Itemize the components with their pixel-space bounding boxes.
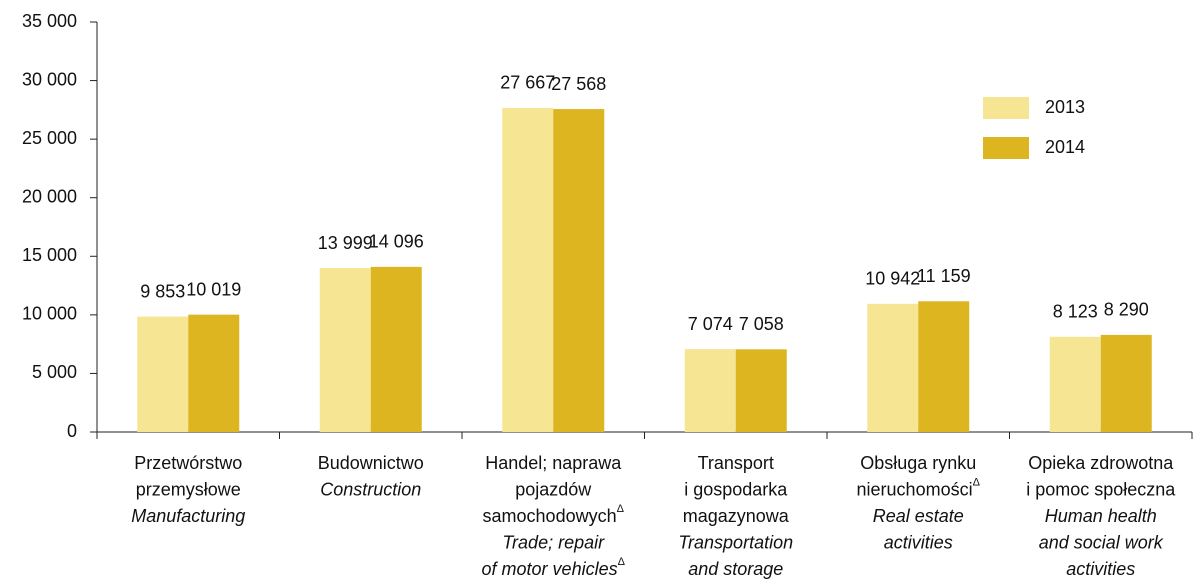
x-tick-label-text: samochodowych [483, 506, 617, 526]
x-tick-label: of motor vehiclesΔ [482, 556, 626, 579]
value-label: 27 568 [551, 74, 606, 94]
x-tick-label-text: Construction [320, 479, 421, 499]
y-tick-label: 35 000 [22, 11, 77, 31]
x-tick-label-text: Manufacturing [131, 506, 245, 526]
bar [370, 266, 422, 432]
x-tick-label: Construction [320, 479, 421, 499]
x-tick-label-text: activities [884, 532, 953, 552]
x-tick-label: activities [1066, 559, 1135, 579]
x-tick-label: Budownictwo [318, 453, 424, 473]
x-tick-label: magazynowa [683, 506, 790, 526]
value-label: 27 667 [500, 73, 555, 93]
x-tick-label-text: Obsługa rynku [860, 453, 976, 473]
legend-swatch [983, 137, 1029, 159]
x-tick-label-text: Transport [698, 453, 774, 473]
x-tick-label-text: Przetwórstwo [134, 453, 242, 473]
y-tick-label: 5 000 [32, 362, 77, 382]
y-tick-label: 15 000 [22, 245, 77, 265]
x-tick-label: Opieka zdrowotna [1028, 453, 1174, 473]
x-tick-label: activities [884, 532, 953, 552]
legend-swatch [983, 97, 1029, 119]
x-tick-label-text: pojazdów [515, 479, 592, 499]
x-tick-label-mark: Δ [973, 476, 981, 488]
x-tick-label-text: magazynowa [683, 506, 790, 526]
x-tick-label: pojazdów [515, 479, 592, 499]
y-tick-label: 0 [67, 421, 77, 441]
value-label: 10 019 [186, 279, 241, 299]
x-tick-label: Manufacturing [131, 506, 245, 526]
value-label: 9 853 [140, 281, 185, 301]
x-tick-label-text: Human health [1045, 506, 1157, 526]
x-tick-label-text: Opieka zdrowotna [1028, 453, 1174, 473]
x-tick-label-text: Transportation [678, 532, 793, 552]
x-tick-label: przemysłowe [136, 479, 241, 499]
bar [188, 314, 240, 432]
x-tick-label-text: and social work [1039, 532, 1164, 552]
x-tick-label-text: activities [1066, 559, 1135, 579]
legend-label: 2013 [1045, 97, 1085, 117]
y-tick-label: 10 000 [22, 304, 77, 324]
x-tick-label: Real estate [873, 506, 964, 526]
bar [684, 349, 736, 432]
value-label: 8 290 [1104, 300, 1149, 320]
value-label: 8 123 [1053, 302, 1098, 322]
x-tick-label-text: Real estate [873, 506, 964, 526]
value-label: 11 159 [917, 266, 971, 286]
x-tick-label-mark: Δ [617, 503, 625, 515]
y-tick-label: 25 000 [22, 128, 77, 148]
x-tick-label-text: i gospodarka [684, 479, 788, 499]
bar [553, 109, 605, 432]
x-tick-label-text: Handel; naprawa [485, 453, 622, 473]
x-tick-label: i gospodarka [684, 479, 788, 499]
x-tick-label: and social work [1039, 532, 1164, 552]
x-tick-label: nieruchomościΔ [857, 476, 981, 499]
value-label: 14 096 [369, 232, 424, 252]
bar [1100, 334, 1152, 432]
x-tick-label: Obsługa rynku [860, 453, 976, 473]
x-tick-label-text: Trade; repair [502, 532, 605, 552]
x-tick-label: i pomoc społeczna [1026, 479, 1176, 499]
x-tick-label-text: and storage [688, 559, 783, 579]
value-label: 7 074 [688, 314, 733, 334]
x-tick-label: Human health [1045, 506, 1157, 526]
value-label: 10 942 [865, 269, 920, 289]
x-tick-label-text: przemysłowe [136, 479, 241, 499]
y-tick-label: 30 000 [22, 69, 77, 89]
x-tick-label: samochodowychΔ [483, 503, 625, 526]
legend-label: 2014 [1045, 137, 1085, 157]
bar [918, 301, 970, 432]
bar [1049, 336, 1101, 432]
x-tick-label: Transportation [678, 532, 793, 552]
bar [502, 107, 554, 433]
x-tick-label-text: Budownictwo [318, 453, 424, 473]
y-tick-label: 20 000 [22, 186, 77, 206]
value-label: 13 999 [318, 233, 373, 253]
x-tick-label-text: nieruchomości [857, 479, 973, 499]
x-tick-label: Przetwórstwo [134, 453, 242, 473]
x-tick-label: Transport [698, 453, 774, 473]
x-tick-label-text: of motor vehicles [482, 559, 618, 579]
x-tick-label: Trade; repair [502, 532, 605, 552]
x-tick-label: and storage [688, 559, 783, 579]
x-tick-label-text: i pomoc społeczna [1026, 479, 1176, 499]
bar [735, 349, 787, 432]
x-tick-label-mark: Δ [618, 556, 626, 568]
bar [319, 268, 371, 432]
value-label: 7 058 [739, 314, 784, 334]
x-tick-label: Handel; naprawa [485, 453, 622, 473]
bar [867, 303, 919, 432]
bar [137, 316, 189, 432]
